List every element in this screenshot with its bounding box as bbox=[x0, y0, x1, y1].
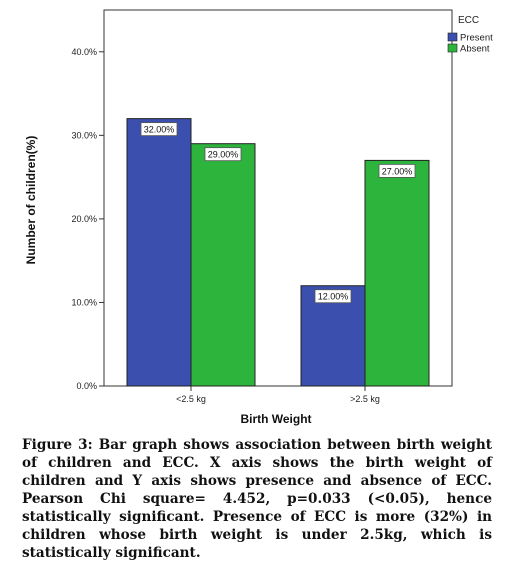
legend-label-absent: Absent bbox=[460, 44, 490, 55]
plot-frame bbox=[103, 9, 453, 387]
data-label: 29.00% bbox=[208, 150, 239, 160]
chart: 0.0% 10.0% 20.0% 30.0% 40.0% <2.5 kg 32.00% 29.… bbox=[24, 9, 494, 426]
figure-caption: Figure 3: Bar graph shows association be… bbox=[22, 437, 492, 561]
legend-title: ECC bbox=[458, 15, 479, 26]
data-label: 27.00% bbox=[382, 166, 413, 176]
legend-swatch-absent bbox=[447, 43, 458, 53]
data-label-box bbox=[140, 122, 178, 137]
bar-absent bbox=[364, 159, 430, 387]
bar-present bbox=[126, 118, 192, 387]
data-label: 12.00% bbox=[318, 292, 349, 302]
x-tick-label: >2.5 kg bbox=[350, 394, 380, 404]
bar-absent bbox=[190, 143, 256, 387]
y-tick-label: 20.0% bbox=[71, 214, 97, 224]
x-axis-label: Birth Weight bbox=[240, 412, 311, 426]
y-tick-label: 10.0% bbox=[71, 297, 97, 307]
y-tick-label: 40.0% bbox=[71, 47, 97, 57]
plot-area: 0.0% 10.0% 20.0% 30.0% 40.0% <2.5 kg 32.00% 29.… bbox=[71, 9, 453, 404]
y-tick-label: 30.0% bbox=[71, 130, 97, 140]
data-label-box bbox=[204, 147, 242, 162]
bar-chart: 0.0% 10.0% 20.0% 30.0% 40.0% <2.5 kg 32.00% 29.… bbox=[24, 9, 494, 426]
legend-swatch-present bbox=[447, 32, 458, 42]
y-axis-label: Number of children(%) bbox=[24, 136, 38, 265]
data-label-box bbox=[314, 289, 352, 304]
data-label-box bbox=[378, 163, 416, 178]
x-tick-label: <2.5 kg bbox=[176, 394, 206, 404]
y-tick-label: 0.0% bbox=[76, 381, 97, 391]
data-label: 32.00% bbox=[144, 125, 175, 135]
legend-label-present: Present bbox=[460, 33, 493, 44]
